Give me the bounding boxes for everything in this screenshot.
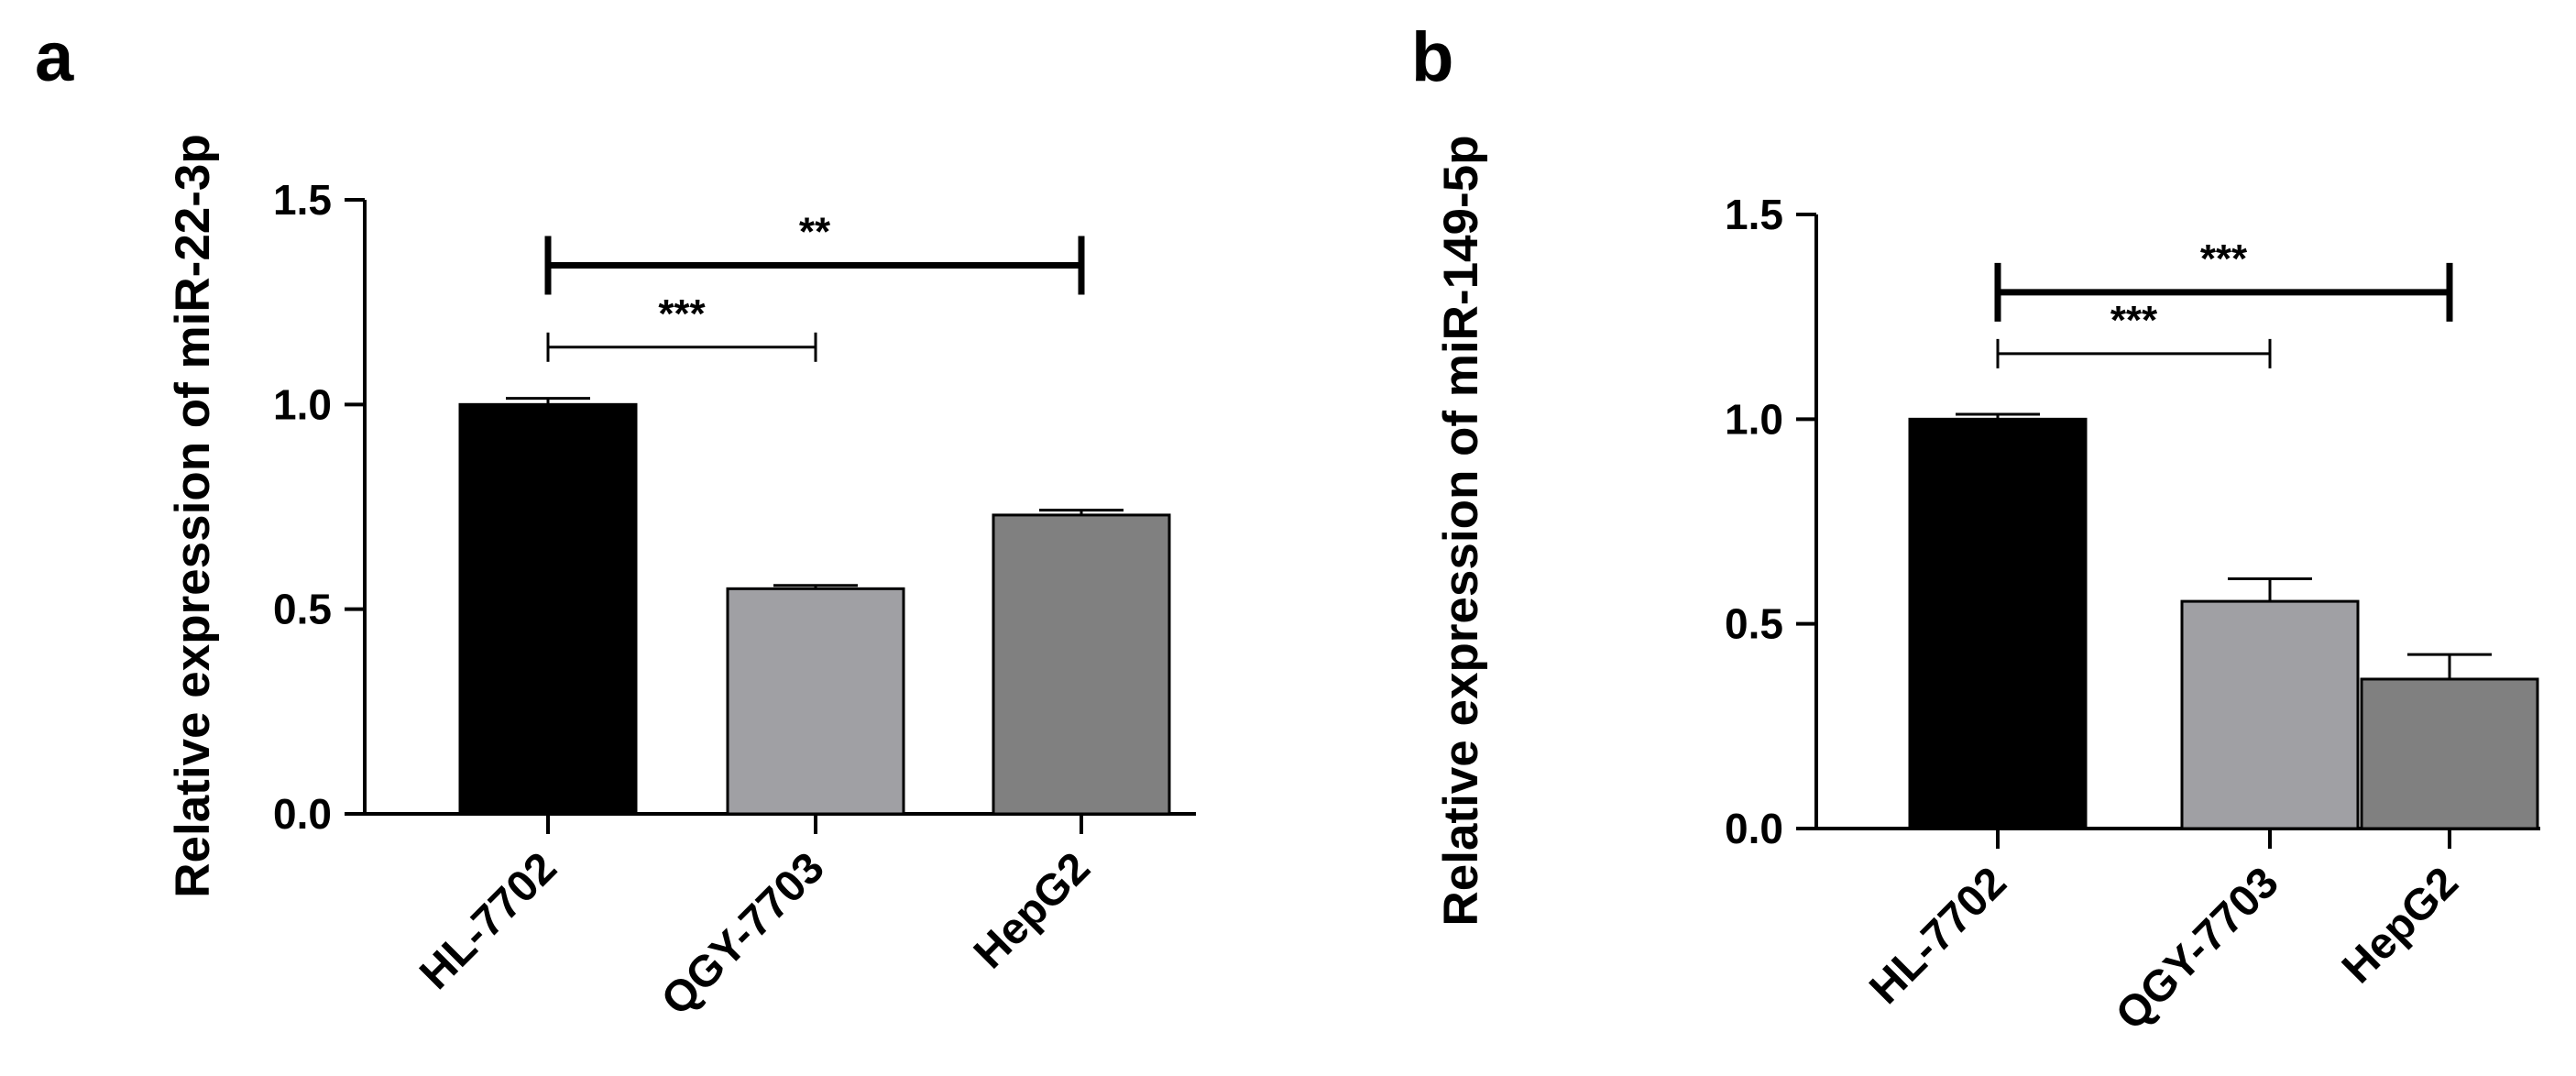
y-tick-label: 1.0 xyxy=(1725,395,1783,443)
panel-b-letter: b xyxy=(1411,18,1453,96)
x-tick-label: HL-7702 xyxy=(411,843,566,999)
y-tick-label: 0.0 xyxy=(1725,805,1783,852)
x-tick-label: HepG2 xyxy=(2333,858,2468,993)
bar xyxy=(992,513,1171,816)
x-tick-label: QGY-7703 xyxy=(2107,858,2288,1039)
bar xyxy=(1908,417,2088,830)
x-tick-label: QGY-7703 xyxy=(652,843,834,1025)
y-tick-label: 1.0 xyxy=(273,380,332,428)
y-axis-label: Relative expression of miR-149-5p xyxy=(1434,135,1488,926)
y-tick-label: 0.5 xyxy=(1725,600,1783,648)
y-tick-label: 1.5 xyxy=(1725,191,1783,238)
x-tick-label: HL-7702 xyxy=(1860,858,2016,1014)
bar xyxy=(726,587,905,816)
chart-panel-a: 0.0 0.5 1.0 1.5 Relative expression of miR-2… xyxy=(166,134,1196,1025)
chart-panel-b: 0.0 0.5 1.0 1.5 Relative expression of miR-1… xyxy=(1434,135,2540,1039)
bar xyxy=(2180,599,2360,830)
y-tick-label: 0.5 xyxy=(273,586,332,633)
significance-label: *** xyxy=(658,291,706,336)
significance-label: ** xyxy=(799,209,831,254)
y-tick-label: 1.5 xyxy=(273,176,332,224)
panel-a-letter: a xyxy=(35,18,74,96)
significance-label: *** xyxy=(2200,236,2248,281)
bar xyxy=(458,402,638,816)
bar xyxy=(2360,677,2539,830)
y-tick-label: 0.0 xyxy=(273,790,332,838)
y-axis-label: Relative expression of miR-22-3p xyxy=(166,134,220,898)
significance-label: *** xyxy=(2110,298,2158,343)
x-tick-label: HepG2 xyxy=(965,843,1100,978)
